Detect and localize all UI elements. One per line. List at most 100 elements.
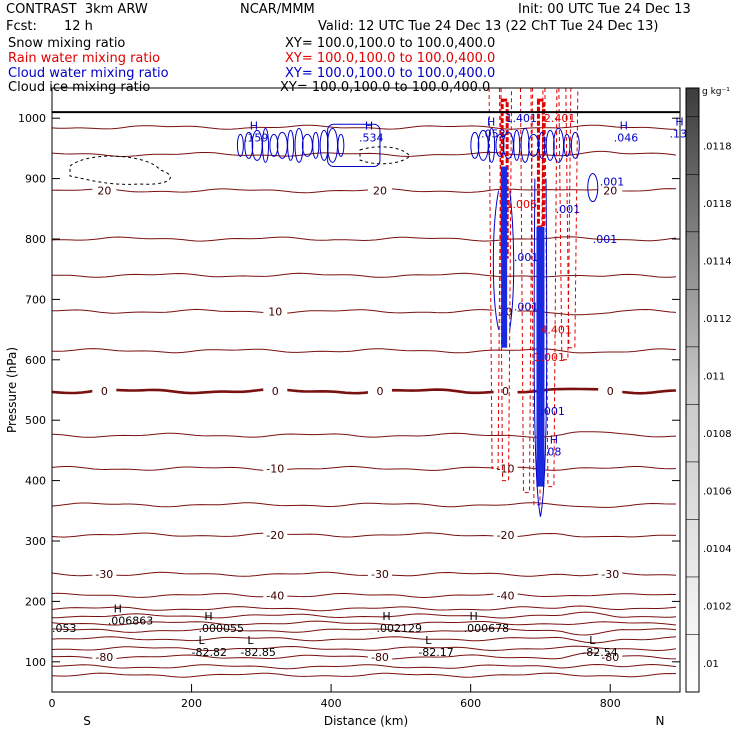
y-tick-label: 500 — [25, 414, 46, 427]
contour-label: -20 — [266, 529, 284, 542]
field-xy-cloud-water: XY= 100.0,100.0 to 100.0,400.0 — [285, 66, 496, 81]
header-fcst-label: Fcst: — [6, 19, 37, 34]
extreme-value: .001 — [556, 203, 581, 216]
extreme-value: .046 — [614, 132, 639, 145]
extreme-value: 1.401 — [506, 112, 538, 125]
extreme-mark: L — [198, 634, 205, 647]
cloud-water-contour — [244, 131, 254, 159]
cloud-water-contour — [236, 133, 244, 157]
extreme-mark: H — [114, 603, 122, 616]
contour-label: 0 — [272, 385, 279, 398]
cloud-water-contour — [262, 127, 270, 163]
y-tick-label: 300 — [25, 535, 46, 548]
extreme-mark: L — [247, 634, 254, 647]
extreme-mark: L — [589, 634, 596, 647]
extreme-mark: H — [550, 434, 558, 447]
temperature-contour — [52, 387, 677, 395]
contour-label: 0 — [607, 385, 614, 398]
extreme-value: 2.401 — [544, 112, 576, 125]
contour-label-bg — [92, 384, 117, 398]
cloud-water-contour — [520, 127, 530, 163]
extreme-mark: H — [487, 115, 495, 128]
contour-label: -80 — [95, 651, 113, 664]
extreme-value: .534 — [359, 132, 384, 145]
contour-label: -40 — [266, 589, 284, 602]
contour-label-bg — [493, 461, 518, 475]
extreme-mark: H — [250, 120, 258, 133]
header-org: NCAR/MMM — [240, 2, 315, 17]
extreme-mark: H — [382, 610, 390, 623]
temperature-contour — [52, 431, 677, 438]
contour-label: -80 — [371, 651, 389, 664]
field-xy-rain: XY= 100.0,100.0 to 100.0,400.0 — [285, 51, 496, 66]
extreme-value: 4.401 — [540, 324, 572, 337]
contour-label-bg — [493, 384, 518, 398]
contour-label: -80 — [601, 651, 619, 664]
cloud-ice-contour — [359, 146, 411, 165]
extreme-value: .159 — [244, 132, 269, 145]
colorbar-tick-label: .0102 — [703, 602, 732, 613]
colorbar-tick-label: .0114 — [703, 257, 732, 268]
colorbar-tick-label: .0118 — [703, 199, 732, 210]
contour-label-bg — [493, 527, 518, 541]
cloud-water-contour — [488, 127, 496, 163]
cloud-water-contour — [492, 190, 515, 330]
y-tick-label: 800 — [25, 233, 46, 246]
extreme-value: .000055 — [199, 622, 245, 635]
extreme-value: -82.17 — [418, 646, 453, 659]
contour-label-bg — [598, 384, 623, 398]
contour-label: -20 — [497, 529, 515, 542]
contour-label: -30 — [601, 568, 619, 581]
rain-water-contour — [488, 88, 502, 470]
y-tick-label: 200 — [25, 595, 46, 608]
cloud-water-contour — [538, 131, 546, 159]
temperature-contour — [52, 605, 677, 612]
header-init: Init: 00 UTC Tue 24 Dec 13 — [518, 2, 691, 17]
contour-label: 20 — [603, 185, 617, 198]
contour-label-bg — [92, 567, 117, 581]
extreme-value: .053 — [481, 127, 506, 140]
rain-water-contour — [519, 88, 533, 494]
y-tick-label: 600 — [25, 354, 46, 367]
extreme-value: 1.006 — [506, 198, 538, 211]
contour-label: -30 — [371, 568, 389, 581]
extreme-value: -82.82 — [192, 646, 227, 659]
cloud-water-contour — [570, 131, 580, 159]
y-tick-label: 900 — [25, 173, 46, 186]
y-tick-label: 700 — [25, 293, 46, 306]
x-tick-label: 600 — [460, 697, 481, 710]
colorbar-tick-label: .011 — [703, 372, 725, 383]
contour-label-bg — [367, 567, 392, 581]
y-tick-label: 400 — [25, 475, 46, 488]
cloud-water-contour — [301, 133, 313, 157]
rain-water-contour — [558, 88, 572, 361]
temperature-contour — [52, 532, 677, 538]
colorbar-tick-label: .0104 — [703, 544, 732, 555]
extreme-value: -82.85 — [240, 646, 275, 659]
temperature-contour — [52, 188, 677, 194]
field-label-rain: Rain water mixing ratio — [8, 51, 161, 66]
header-fcst-value: 12 h — [64, 19, 93, 34]
temperature-contour — [52, 592, 677, 599]
y-tick-label: 100 — [25, 656, 46, 669]
extreme-value: .001 — [540, 405, 565, 418]
y-tick-label: 1000 — [18, 112, 46, 125]
cloud-water-contour — [269, 133, 279, 157]
temperature-contour — [52, 348, 677, 354]
temperature-contour — [52, 502, 676, 508]
extreme-mark: L — [425, 634, 432, 647]
cloud-water-contour — [553, 127, 565, 163]
extreme-value: .001 — [593, 233, 618, 246]
extreme-value: .001 — [600, 176, 625, 189]
field-label-snow: Snow mixing ratio — [8, 36, 126, 51]
temperature-contour — [52, 150, 677, 158]
contour-label: -30 — [95, 568, 113, 581]
contour-label-bg — [367, 183, 392, 197]
cloud-water-contour — [545, 129, 555, 161]
contour-label-bg — [263, 588, 288, 602]
x-tick-label: 400 — [321, 697, 342, 710]
field-label-cloud-water: Cloud water mixing ratio — [8, 66, 169, 81]
cloud-water-core — [501, 166, 508, 348]
temperature-contour — [52, 645, 677, 652]
contour-label: -10 — [497, 463, 515, 476]
